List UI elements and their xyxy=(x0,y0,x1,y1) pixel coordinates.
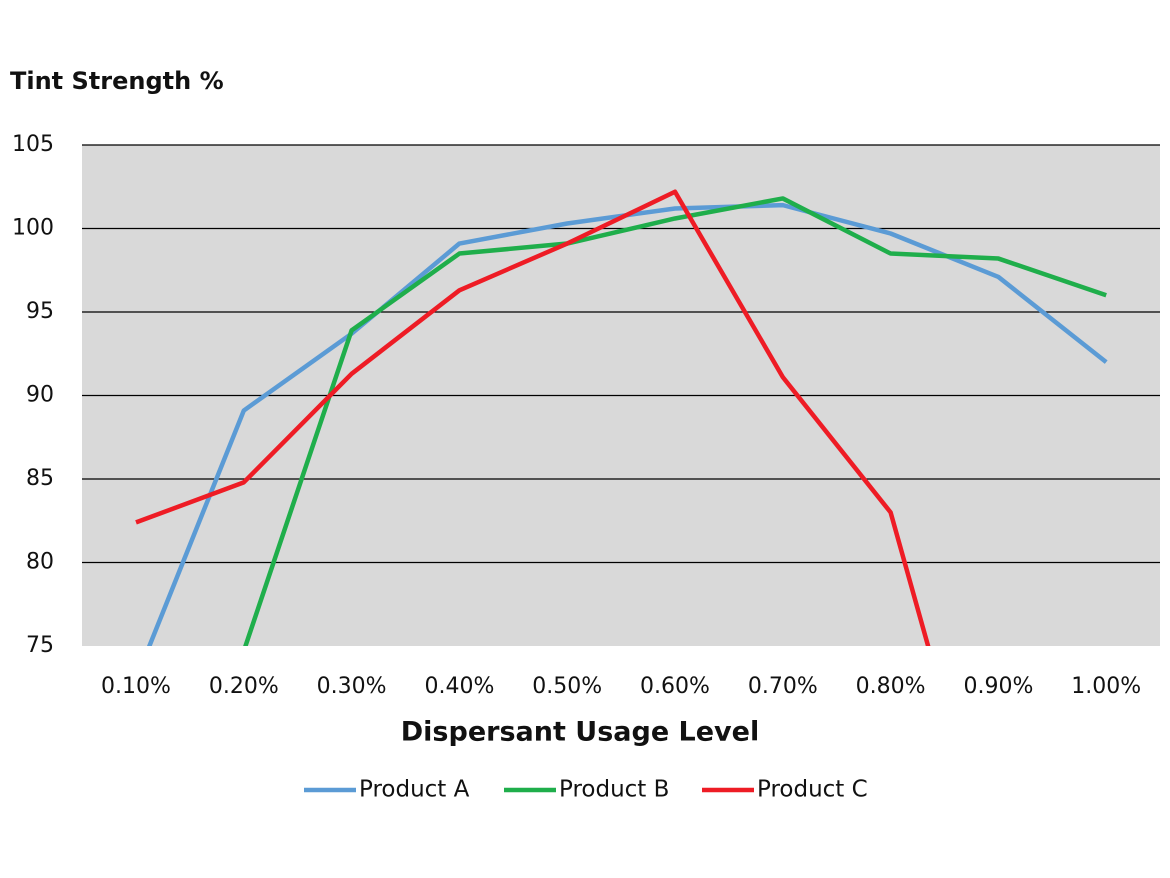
x-tick-label: 0.30% xyxy=(317,674,387,699)
series-line xyxy=(243,196,1107,646)
series-line xyxy=(135,189,931,646)
x-tick-label: 1.00% xyxy=(1071,674,1141,699)
legend-label: Product A xyxy=(359,777,470,803)
legend-label: Product B xyxy=(559,777,669,803)
x-tick-label: 0.60% xyxy=(640,674,710,699)
legend-label: Product C xyxy=(757,777,868,803)
y-tick-label: 105 xyxy=(12,132,54,157)
x-tick-label: 0.70% xyxy=(748,674,818,699)
y-tick-label: 100 xyxy=(12,216,54,241)
chart-title: Tint Strength % xyxy=(10,67,224,95)
x-tick-label: 0.90% xyxy=(963,674,1033,699)
x-tick-label: 0.20% xyxy=(209,674,279,699)
y-tick-label: 95 xyxy=(26,299,54,324)
lines xyxy=(135,189,1108,646)
y-tick-label: 90 xyxy=(26,383,54,408)
y-tick-label: 75 xyxy=(26,633,54,658)
x-tick-label: 0.50% xyxy=(532,674,602,699)
x-tick-label: 0.40% xyxy=(424,674,494,699)
x-tick-label: 0.80% xyxy=(856,674,926,699)
y-tick-label: 85 xyxy=(26,466,54,491)
y-tick-label: 80 xyxy=(26,550,54,575)
x-tick-label: 0.10% xyxy=(101,674,171,699)
x-axis-label: Dispersant Usage Level xyxy=(401,717,759,748)
